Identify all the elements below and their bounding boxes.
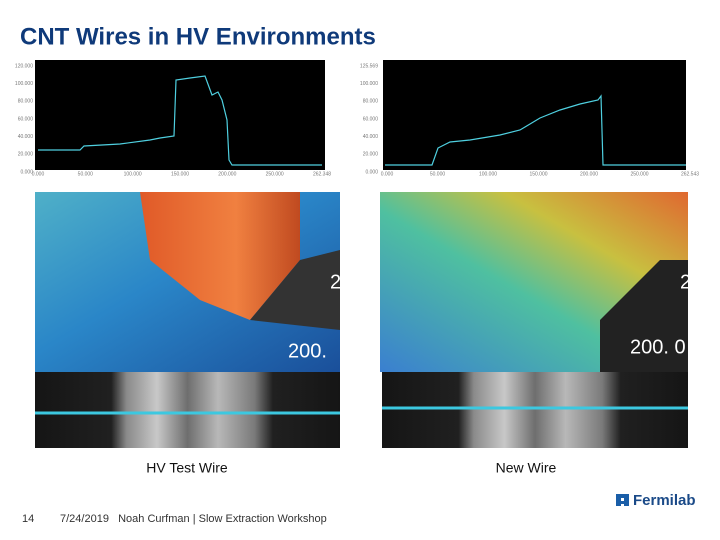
page-number: 14: [22, 513, 34, 525]
y-tick-label: 80.000: [363, 99, 379, 105]
x-tick-label: 0.000: [381, 171, 394, 177]
y-tick-label: 120.000: [15, 63, 33, 69]
micrograph: [35, 372, 340, 448]
y-tick-label: 60.000: [18, 116, 34, 122]
x-tick-label: 200.000: [580, 171, 598, 177]
overlay-label: 200. 0: [630, 336, 686, 358]
x-tick-label: 250.000: [266, 171, 284, 177]
y-tick-label: 40.000: [363, 134, 379, 140]
y-tick-label: 125.569: [360, 63, 378, 69]
y-tick-label: 20.000: [363, 152, 379, 158]
logo: Fermilab: [616, 492, 696, 509]
profile-plot: [383, 60, 686, 170]
y-tick-label: 40.000: [18, 134, 34, 140]
logo-text: Fermilab: [633, 492, 696, 509]
profile-curve: [38, 75, 322, 166]
x-tick-label: 150.000: [529, 171, 547, 177]
caption: New Wire: [496, 460, 557, 476]
micrograph: [382, 372, 688, 448]
y-tick-label: 100.000: [360, 81, 378, 87]
overlay-label: 2: [330, 271, 341, 293]
caption: HV Test Wire: [146, 460, 228, 476]
x-tick-label: 250.000: [630, 171, 648, 177]
y-tick-label: 80.000: [18, 99, 34, 105]
y-tick-label: 20.000: [18, 152, 34, 158]
overlay-label: 2: [680, 271, 691, 293]
profile-plot: [35, 60, 325, 170]
overlay-label: 200.: [288, 340, 327, 362]
x-tick-label: 150.000: [171, 171, 189, 177]
y-tick-label: 0.000: [20, 169, 33, 175]
x-tick-label: 200.000: [218, 171, 236, 177]
x-tick-label: 50.000: [430, 171, 446, 177]
y-tick-label: 0.000: [365, 169, 378, 175]
footer-text: 7/24/2019 Noah Curfman | Slow Extraction…: [60, 513, 327, 525]
y-tick-label: 100.000: [15, 81, 33, 87]
x-tick-label: 262.543: [681, 171, 699, 177]
x-tick-label: 262.348: [313, 171, 331, 177]
x-tick-label: 100.000: [479, 171, 497, 177]
x-tick-label: 100.000: [124, 171, 142, 177]
x-tick-label: 50.000: [78, 171, 94, 177]
profile-curve: [385, 94, 686, 166]
surface-shadow: [250, 250, 340, 330]
x-tick-label: 0.000: [32, 171, 45, 177]
surface-shadow: [600, 260, 688, 372]
slide-title: CNT Wires in HV Environments: [20, 23, 376, 50]
y-tick-label: 60.000: [363, 116, 379, 122]
surface-feature: [140, 192, 300, 320]
